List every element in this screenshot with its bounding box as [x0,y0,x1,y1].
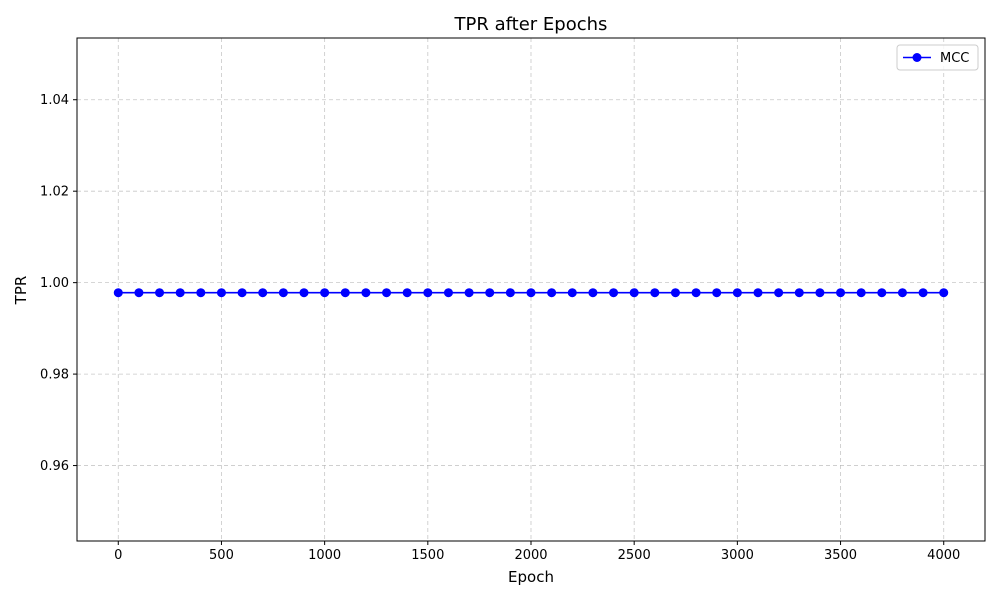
data-point [361,288,371,298]
y-tick-label: 1.02 [40,185,69,200]
data-point [175,288,185,298]
y-axis-label: TPR [12,276,30,306]
data-point [629,288,639,298]
x-axis-label: Epoch [508,568,554,586]
data-point [567,288,577,298]
data-point [897,288,907,298]
data-point [691,288,701,298]
data-point [278,288,288,298]
data-point [526,288,536,298]
data-point [237,288,247,298]
data-point [505,288,515,298]
data-point [216,288,226,298]
data-point [464,288,474,298]
data-point [196,288,206,298]
data-point [320,288,330,298]
series-layer [113,288,949,298]
data-point [753,288,763,298]
data-point [113,288,123,298]
data-point [918,288,928,298]
x-tick-label: 2500 [618,548,651,563]
y-axis-ticks: 0.96 0.98 1.00 1.02 1.04 [40,93,77,474]
data-point [609,288,619,298]
grid [77,38,985,541]
data-point [134,288,144,298]
x-tick-label: 1000 [308,548,341,563]
data-point [485,288,495,298]
data-point [299,288,309,298]
data-point [258,288,268,298]
chart-title: TPR after Epochs [454,14,608,35]
data-point [877,288,887,298]
data-point [588,288,598,298]
x-tick-label: 2000 [514,548,547,563]
x-tick-label: 3500 [824,548,857,563]
data-point [547,288,557,298]
x-tick-label: 0 [114,548,122,563]
data-point [443,288,453,298]
data-point [670,288,680,298]
y-tick-label: 1.04 [40,93,69,108]
y-tick-label: 0.96 [40,459,69,474]
x-tick-label: 4000 [927,548,960,563]
legend: MCC [896,44,979,71]
data-point [836,288,846,298]
data-point [155,288,165,298]
y-tick-label: 0.98 [40,368,69,383]
legend-box [896,44,979,71]
data-point [423,288,433,298]
data-point [815,288,825,298]
data-point [939,288,949,298]
legend-marker-mcc [912,53,922,62]
data-point [794,288,804,298]
x-axis-ticks: 0 500 1000 1500 2000 2500 3000 3500 4000 [114,541,960,563]
y-tick-label: 1.00 [40,276,69,291]
x-tick-label: 3000 [721,548,754,563]
data-point [774,288,784,298]
x-tick-label: 500 [209,548,234,563]
data-point [732,288,742,298]
legend-label-mcc: MCC [940,51,969,66]
data-point [650,288,660,298]
x-tick-label: 1500 [411,548,444,563]
data-point [340,288,350,298]
data-point [712,288,722,298]
data-point [402,288,412,298]
data-point [382,288,392,298]
data-point [856,288,866,298]
